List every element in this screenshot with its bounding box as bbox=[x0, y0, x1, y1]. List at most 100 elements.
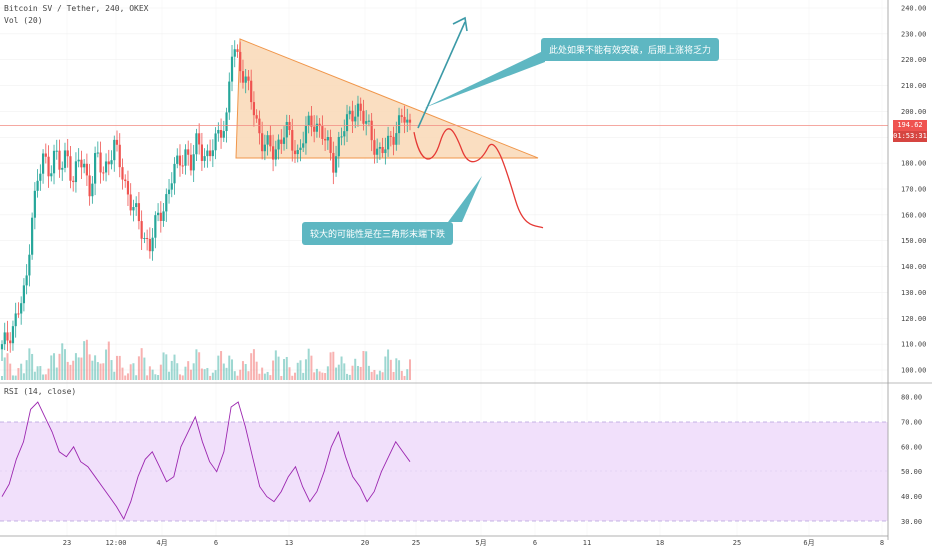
volume-bar bbox=[299, 360, 302, 380]
candle-body bbox=[271, 146, 275, 160]
volume-bar bbox=[192, 363, 195, 380]
candle-body bbox=[222, 131, 225, 138]
bottom-note[interactable]: 较大的可能性是在三角形末端下跌 bbox=[302, 222, 454, 245]
rsi-tick-label: 40.00 bbox=[901, 493, 922, 501]
candle-body bbox=[126, 181, 130, 195]
candle-body bbox=[151, 237, 154, 252]
candle-body bbox=[104, 161, 108, 173]
volume-bar bbox=[61, 343, 64, 380]
volume-bar bbox=[302, 372, 305, 380]
candle-body bbox=[233, 49, 236, 57]
candle-body bbox=[102, 172, 105, 174]
candle-body bbox=[362, 110, 365, 124]
volume-bar bbox=[354, 358, 357, 380]
candle-body bbox=[55, 150, 58, 152]
candle-body bbox=[400, 115, 403, 117]
volume-label[interactable]: Vol (20) bbox=[4, 16, 43, 25]
candle-body bbox=[304, 125, 308, 144]
symbol-title[interactable]: Bitcoin SV / Tether, 240, OKEX bbox=[4, 4, 149, 13]
volume-bar bbox=[44, 374, 47, 380]
candle-body bbox=[167, 189, 171, 195]
volume-bar bbox=[233, 371, 236, 380]
candle-body bbox=[14, 313, 17, 327]
candle-body bbox=[345, 114, 349, 132]
volume-bar bbox=[162, 352, 165, 380]
volume-bar bbox=[258, 373, 261, 380]
volume-bar bbox=[263, 373, 266, 380]
candle-body bbox=[44, 153, 47, 157]
countdown-badge: 01:53:31 bbox=[893, 131, 927, 142]
candle-body bbox=[206, 150, 209, 157]
volume-bar bbox=[96, 362, 99, 380]
volume-bar bbox=[110, 360, 113, 380]
candle-body bbox=[6, 332, 9, 341]
volume-bar bbox=[296, 362, 299, 380]
candle-body bbox=[252, 102, 256, 116]
volume-bar bbox=[409, 359, 411, 380]
volume-bar bbox=[121, 367, 124, 380]
volume-bar bbox=[69, 364, 72, 380]
candle-body bbox=[162, 211, 165, 221]
volume-bar bbox=[50, 355, 53, 380]
candle-body bbox=[258, 118, 261, 134]
volume-bar bbox=[272, 360, 275, 380]
top-note[interactable]: 此处如果不能有效突破，后期上涨将乏力 bbox=[541, 38, 720, 61]
rsi-label[interactable]: RSI (14, close) bbox=[4, 387, 77, 396]
volume-bar bbox=[102, 363, 105, 380]
price-tick-label: 230.00 bbox=[901, 30, 926, 38]
volume-bar bbox=[340, 356, 343, 380]
candle-body bbox=[113, 139, 116, 161]
price-tick-label: 140.00 bbox=[901, 263, 926, 271]
candle-body bbox=[389, 135, 392, 137]
volume-bar bbox=[85, 339, 88, 380]
volume-bar bbox=[365, 351, 368, 380]
volume-bar bbox=[356, 365, 359, 380]
time-tick-label: 6 bbox=[214, 539, 218, 547]
volume-bar bbox=[39, 366, 42, 380]
volume-bar bbox=[367, 365, 370, 380]
volume-bar bbox=[36, 366, 39, 380]
candle-body bbox=[165, 194, 168, 212]
price-tick-label: 160.00 bbox=[901, 211, 926, 219]
volume-bar bbox=[277, 356, 280, 380]
candle-body bbox=[370, 120, 373, 141]
candle-body bbox=[129, 194, 132, 211]
candle-body bbox=[47, 156, 50, 177]
candle-body bbox=[313, 126, 316, 132]
volume-bar bbox=[291, 375, 294, 380]
candle-body bbox=[397, 115, 401, 134]
candle-body bbox=[184, 149, 187, 166]
volume-bar bbox=[94, 355, 97, 380]
volume-bar bbox=[250, 353, 253, 380]
candle-body bbox=[261, 133, 264, 152]
candle-body bbox=[63, 150, 67, 168]
volume-bar bbox=[313, 372, 316, 380]
volume-bar bbox=[261, 367, 264, 380]
bottom-note-pointer bbox=[448, 176, 482, 222]
volume-bar bbox=[143, 357, 146, 380]
candle-body bbox=[91, 183, 94, 197]
price-tick-label: 110.00 bbox=[901, 341, 926, 349]
candle-body bbox=[110, 160, 113, 165]
rsi-band bbox=[0, 422, 888, 521]
volume-bar bbox=[239, 369, 242, 380]
candle-body bbox=[173, 163, 176, 184]
volume-bar bbox=[165, 354, 168, 380]
volume-bar bbox=[326, 366, 329, 380]
volume-bar bbox=[384, 356, 387, 380]
volume-bar bbox=[398, 360, 401, 380]
volume-bar bbox=[381, 372, 384, 380]
volume-bar bbox=[17, 368, 20, 380]
volume-bar bbox=[135, 375, 138, 380]
volume-bar bbox=[189, 369, 192, 380]
volume-bar bbox=[315, 368, 318, 380]
candle-body bbox=[299, 147, 302, 151]
rsi-tick-label: 60.00 bbox=[901, 443, 922, 451]
volume-bar bbox=[53, 353, 56, 380]
candle-body bbox=[247, 76, 250, 81]
volume-bar bbox=[403, 375, 406, 380]
candle-body bbox=[124, 179, 127, 182]
candle-body bbox=[406, 119, 409, 123]
time-axis: 23 12:00 4月 6 13 20 25 5月 6 11 18 25 6月 8 bbox=[63, 539, 884, 547]
